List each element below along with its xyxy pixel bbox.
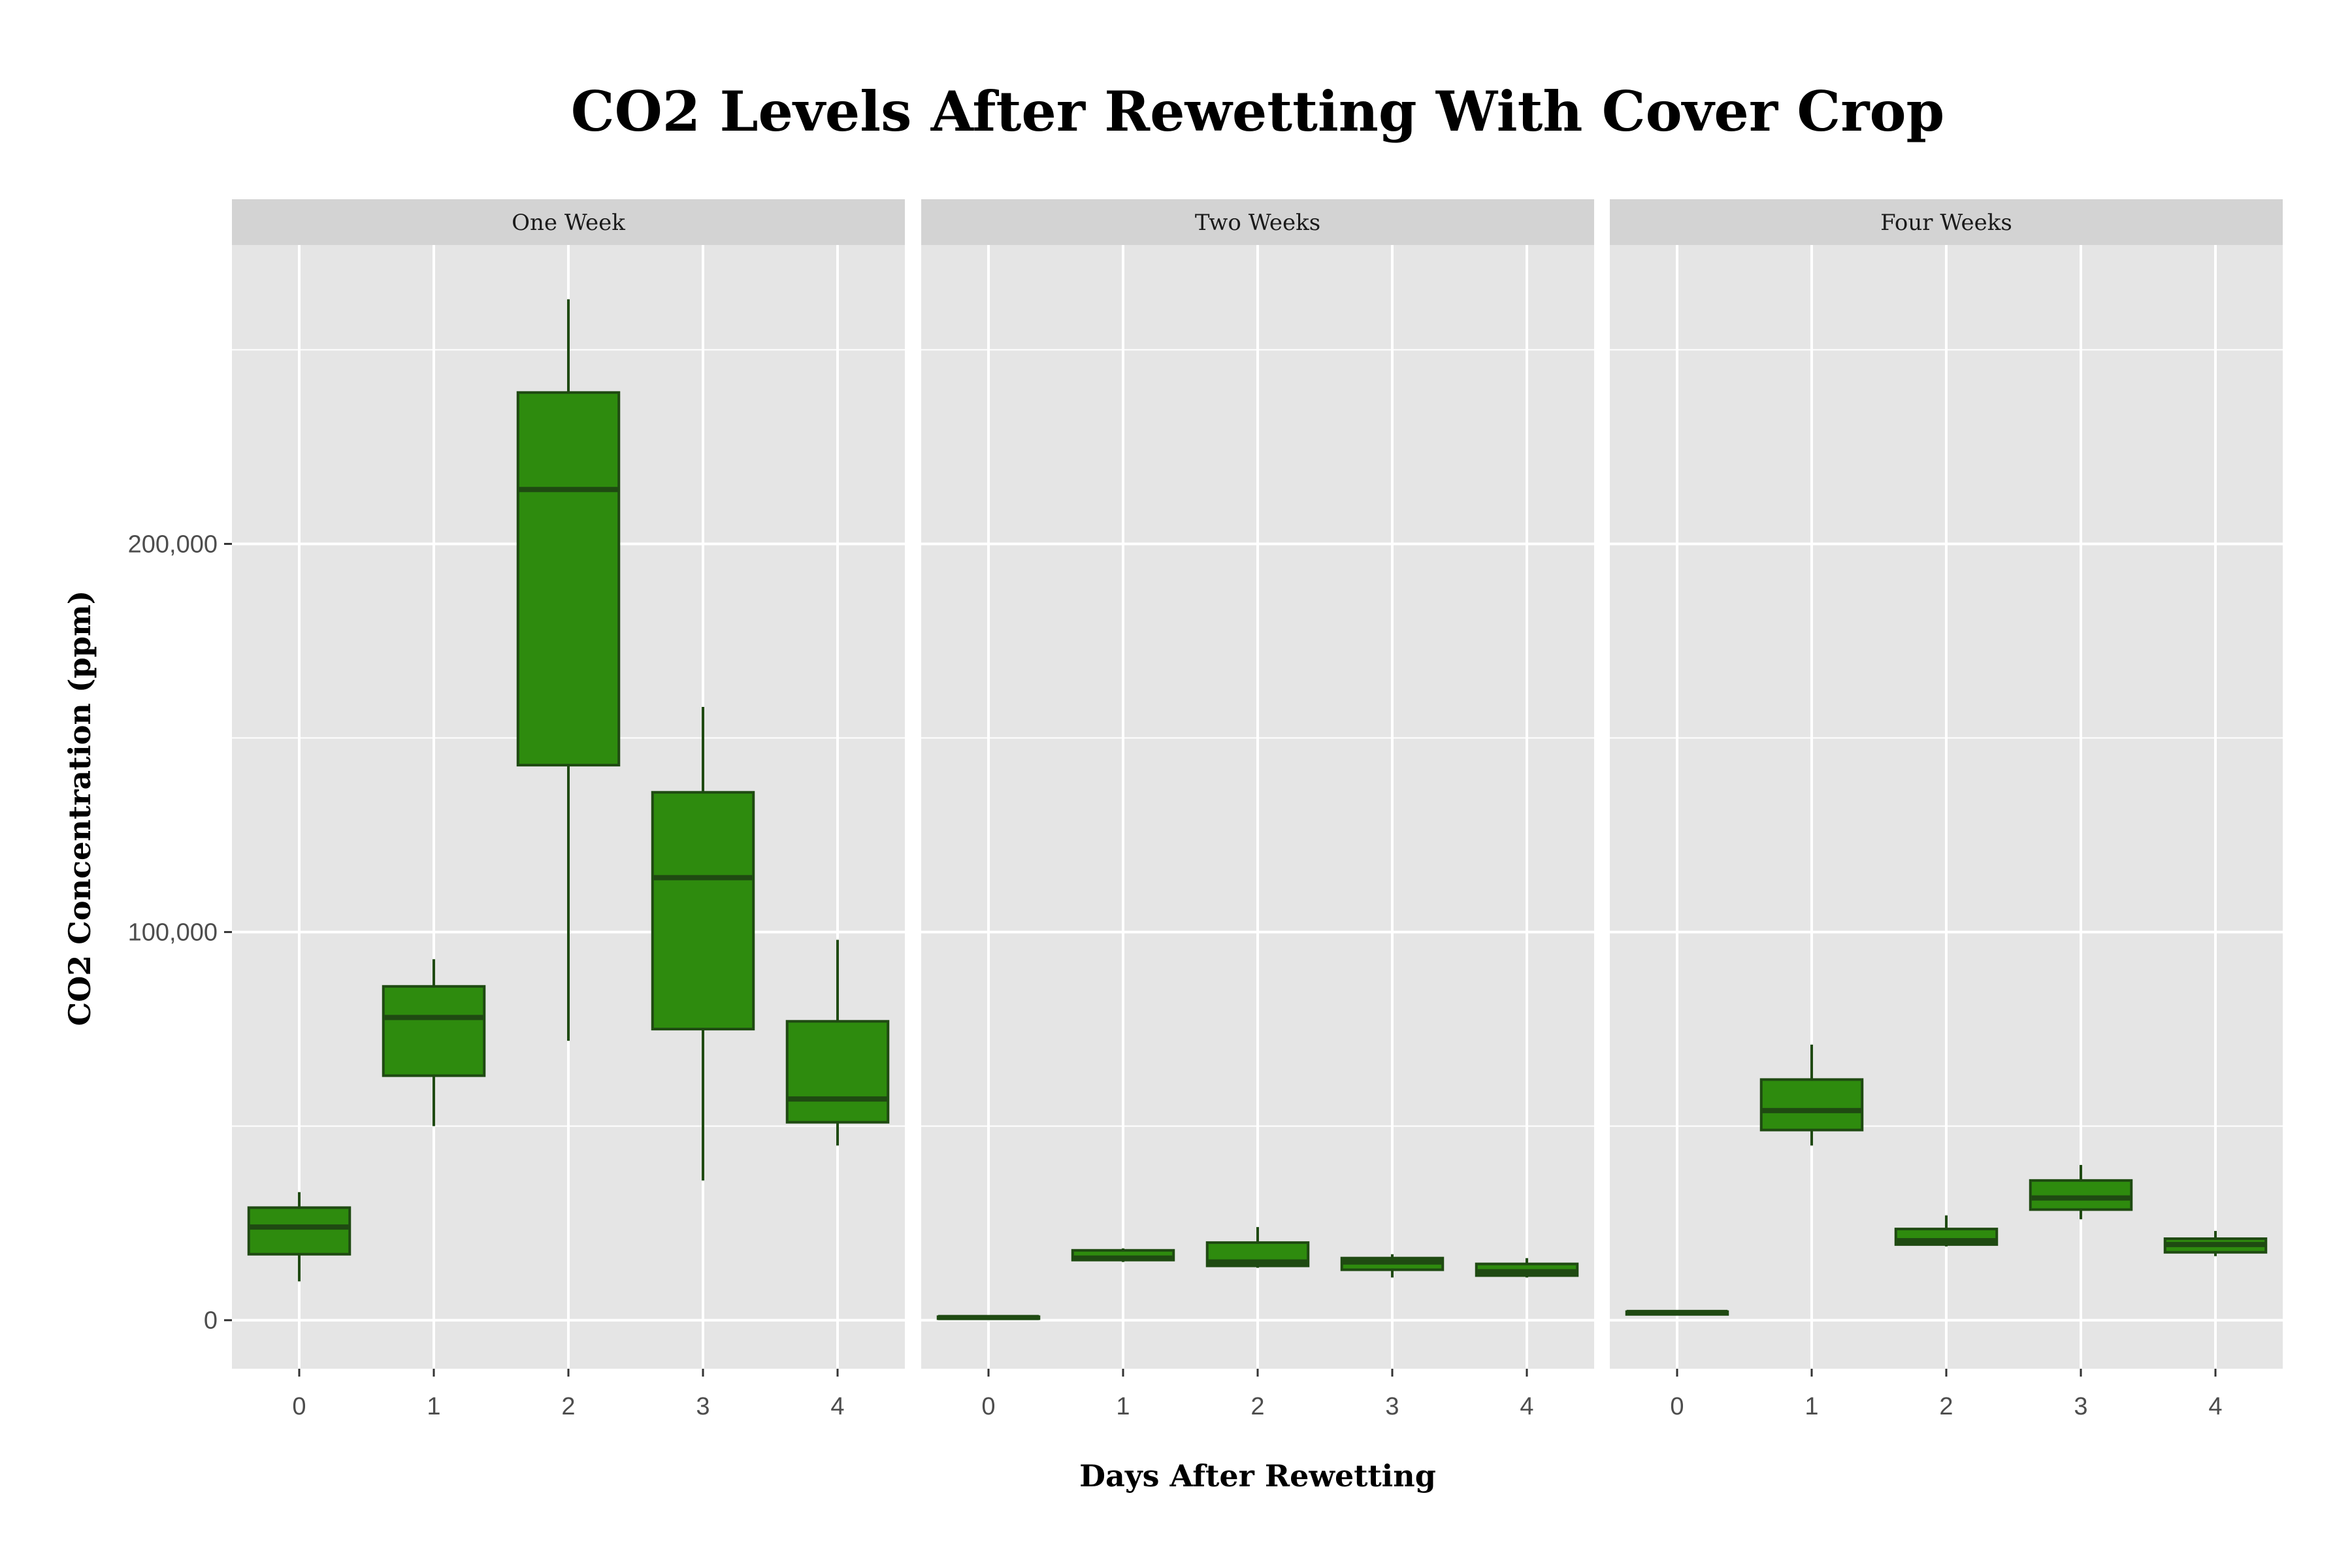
x-tick-label: 4 xyxy=(2208,1393,2222,1420)
box-iqr xyxy=(1759,1078,1864,1132)
box-1 xyxy=(1759,1044,1864,1146)
box-0 xyxy=(247,1192,351,1282)
facet-panels: One Week 0 1 2 3 4 Two Weeks 0 1 2 3 4 Four Weeks 0 1 2… xyxy=(232,199,2283,1420)
facet-panel: Four Weeks 0 1 2 3 4 xyxy=(1610,199,2283,1420)
facet-strip-label: One Week xyxy=(512,210,625,236)
box-1 xyxy=(382,959,486,1126)
x-tick-label: 1 xyxy=(427,1393,440,1420)
x-tick-label: 3 xyxy=(696,1393,710,1420)
box-iqr xyxy=(2029,1179,2133,1211)
facet-strip-label: Four Weeks xyxy=(1880,210,2012,236)
x-axis-title: Days After Rewetting xyxy=(1079,1458,1436,1494)
facet-strip xyxy=(1610,199,2283,245)
x-tick-label: 4 xyxy=(1520,1393,1533,1420)
box-3 xyxy=(1340,1254,1445,1278)
box-iqr xyxy=(382,985,486,1077)
box-2 xyxy=(516,299,621,1041)
y-axis: 0 100,000 200,000 xyxy=(128,531,232,1335)
box-2 xyxy=(1205,1227,1310,1268)
chart-title: CO2 Levels After Rewetting With Cover Cr… xyxy=(571,79,1944,144)
box-0 xyxy=(936,1315,1041,1320)
box-0 xyxy=(1625,1309,1729,1316)
x-tick-label: 3 xyxy=(1385,1393,1399,1420)
facet-panel: One Week 0 1 2 3 4 xyxy=(232,199,905,1420)
box-2 xyxy=(1894,1215,1999,1247)
facet-strip xyxy=(921,199,1594,245)
box-iqr xyxy=(247,1206,351,1256)
box-4 xyxy=(785,939,890,1146)
box-iqr xyxy=(516,391,621,767)
x-tick-label: 4 xyxy=(830,1393,844,1420)
x-tick-label: 1 xyxy=(1805,1393,1818,1420)
x-tick-label: 0 xyxy=(981,1393,995,1420)
y-tick-label: 0 xyxy=(204,1307,218,1335)
box-iqr xyxy=(651,791,755,1031)
facet-strip xyxy=(232,199,905,245)
x-tick-label: 2 xyxy=(1939,1393,1953,1420)
box-3 xyxy=(651,707,755,1181)
box-3 xyxy=(2029,1165,2133,1220)
x-tick-label: 2 xyxy=(561,1393,575,1420)
box-iqr xyxy=(785,1020,890,1124)
y-tick-label: 200,000 xyxy=(128,531,218,558)
box-1 xyxy=(1071,1248,1175,1262)
x-tick-label: 1 xyxy=(1116,1393,1130,1420)
x-tick-label: 3 xyxy=(2074,1393,2087,1420)
x-tick-label: 0 xyxy=(292,1393,306,1420)
x-tick-label: 0 xyxy=(1670,1393,1684,1420)
y-axis-title: CO2 Concentration (ppm) xyxy=(62,591,97,1026)
y-tick-label: 100,000 xyxy=(128,919,218,947)
box-4 xyxy=(2163,1231,2268,1256)
facet-strip-label: Two Weeks xyxy=(1195,210,1320,236)
x-tick-label: 2 xyxy=(1250,1393,1264,1420)
facet-panel: Two Weeks 0 1 2 3 4 xyxy=(921,199,1594,1420)
box-4 xyxy=(1475,1258,1579,1278)
